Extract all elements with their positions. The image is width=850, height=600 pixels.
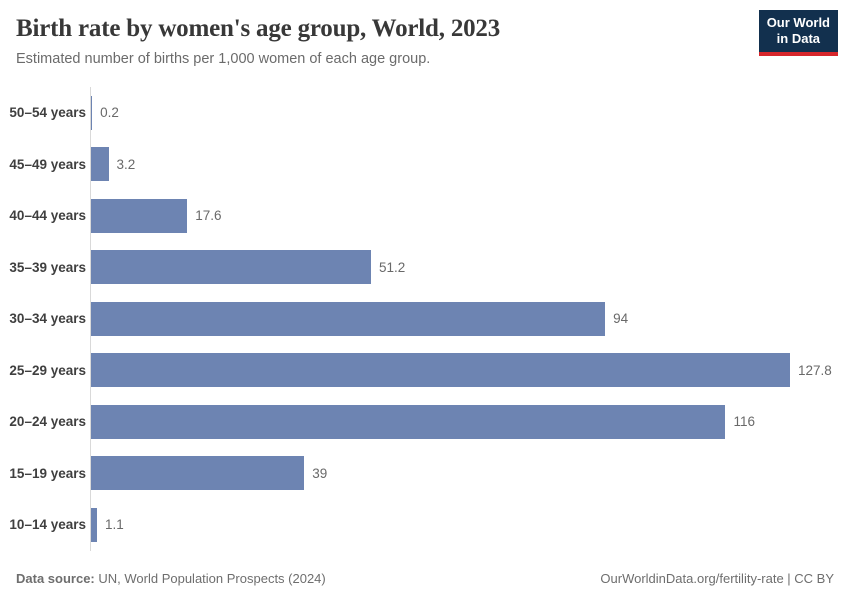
value-label: 127.8	[798, 362, 832, 378]
category-label: 20–24 years	[9, 414, 86, 430]
bar[interactable]	[91, 456, 305, 491]
chart-row: 30–34 years 94	[0, 293, 834, 345]
bar-chart: 50–54 years 0.2 45–49 years 3.2 40–44 years 1…	[0, 87, 834, 551]
value-label: 17.6	[195, 208, 222, 224]
page-subtitle: Estimated number of births per 1,000 wom…	[16, 51, 431, 67]
bar[interactable]	[91, 507, 98, 542]
chart-row: 20–24 years 116	[0, 396, 834, 448]
owid-logo[interactable]: Our World in Data	[758, 10, 838, 56]
chart-footer: Data source: UN, World Population Prospe…	[16, 571, 834, 586]
value-label: 39	[312, 465, 328, 481]
chart-row: 10–14 years 1.1	[0, 499, 834, 551]
chart-row: 50–54 years 0.2	[0, 87, 834, 139]
bar-track: 17.6	[90, 190, 834, 242]
owid-logo-line1: Our World	[766, 15, 830, 30]
category-label: 30–34 years	[9, 311, 86, 327]
value-label: 3.2	[116, 156, 136, 172]
category-label: 40–44 years	[9, 208, 86, 224]
value-label: 94	[613, 311, 629, 327]
category-label: 25–29 years	[9, 362, 86, 378]
bar-track: 39	[90, 447, 834, 499]
data-source: Data source: UN, World Population Prospe…	[16, 571, 326, 586]
chart-row: 25–29 years 127.8	[0, 344, 834, 396]
bar[interactable]	[91, 250, 372, 285]
footer-link[interactable]: OurWorldinData.org/fertility-rate | CC B…	[600, 571, 834, 586]
value-label: 51.2	[379, 259, 406, 275]
category-label: 15–19 years	[9, 465, 86, 481]
bar[interactable]	[91, 404, 726, 439]
value-label: 0.2	[100, 105, 119, 121]
category-label: 10–14 years	[9, 517, 86, 533]
category-label: 45–49 years	[9, 156, 86, 172]
chart-row: 35–39 years 51.2	[0, 241, 834, 293]
bar-track: 127.8	[90, 344, 834, 396]
bar[interactable]	[91, 198, 188, 233]
bar-track: 3.2	[90, 138, 834, 190]
page-title: Birth rate by women's age group, World, …	[16, 15, 501, 42]
bar-track: 94	[90, 293, 834, 345]
data-source-value: UN, World Population Prospects (2024)	[98, 571, 326, 586]
bar-track: 51.2	[90, 241, 834, 293]
chart-row: 45–49 years 3.2	[0, 138, 834, 190]
category-label: 35–39 years	[9, 259, 86, 275]
bar[interactable]	[91, 353, 790, 388]
value-label: 116	[733, 414, 755, 430]
bar[interactable]	[91, 147, 109, 182]
bar[interactable]	[91, 95, 93, 130]
chart-row: 15–19 years 39	[0, 447, 834, 499]
bar-track: 1.1	[90, 499, 834, 551]
bar-track: 116	[90, 396, 834, 448]
chart-header: Birth rate by women's age group, World, …	[16, 14, 750, 68]
category-label: 50–54 years	[9, 105, 86, 121]
bar[interactable]	[91, 301, 606, 336]
data-source-label: Data source:	[16, 571, 95, 586]
owid-logo-line2: in Data	[776, 31, 821, 47]
chart-row: 40–44 years 17.6	[0, 190, 834, 242]
bar-track: 0.2	[90, 87, 834, 139]
value-label: 1.1	[105, 517, 124, 533]
